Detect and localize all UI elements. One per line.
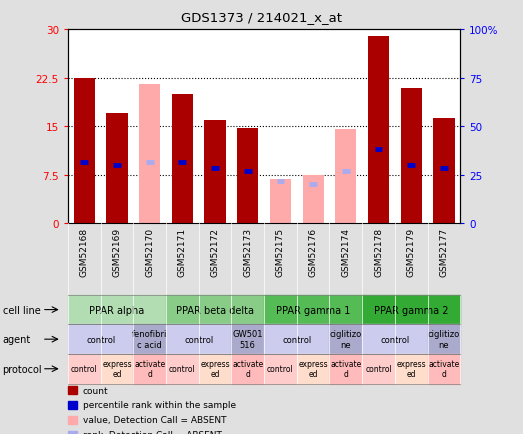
Text: percentile rank within the sample: percentile rank within the sample [83, 401, 236, 409]
Text: GSM52172: GSM52172 [211, 227, 220, 276]
Text: GSM52174: GSM52174 [342, 227, 350, 276]
Text: control: control [71, 365, 98, 373]
Text: agent: agent [3, 335, 31, 344]
Text: GSM52168: GSM52168 [80, 227, 89, 276]
Text: GSM52170: GSM52170 [145, 227, 154, 276]
Text: cell line: cell line [3, 305, 40, 315]
Bar [368, 37, 389, 224]
Text: express
ed: express ed [298, 359, 328, 378]
Text: PPAR alpha: PPAR alpha [89, 305, 145, 315]
Text: express
ed: express ed [200, 359, 230, 378]
Text: GSM52177: GSM52177 [439, 227, 448, 276]
Text: PPAR gamma 1: PPAR gamma 1 [276, 305, 350, 315]
Text: ciglitizo
ne: ciglitizo ne [428, 330, 460, 349]
Text: GSM52176: GSM52176 [309, 227, 317, 276]
Bar [172, 95, 193, 224]
Text: control: control [267, 365, 294, 373]
Text: value, Detection Call = ABSENT: value, Detection Call = ABSENT [83, 415, 226, 424]
Text: GSM52175: GSM52175 [276, 227, 285, 276]
Text: activate
d: activate d [232, 359, 264, 378]
Bar [237, 129, 258, 224]
Text: GSM52179: GSM52179 [407, 227, 416, 276]
Text: GW501
516: GW501 516 [233, 330, 263, 349]
Bar [401, 88, 422, 224]
Bar [433, 119, 454, 224]
Bar [106, 114, 128, 224]
Text: GSM52171: GSM52171 [178, 227, 187, 276]
Text: activate
d: activate d [330, 359, 361, 378]
Bar [139, 85, 161, 224]
Bar [302, 175, 324, 224]
Text: GSM52169: GSM52169 [112, 227, 121, 276]
Text: activate
d: activate d [428, 359, 460, 378]
Text: count: count [83, 386, 108, 395]
Text: control: control [169, 365, 196, 373]
Bar [335, 130, 357, 224]
Text: fenofibri
c acid: fenofibri c acid [132, 330, 167, 349]
Text: control: control [365, 365, 392, 373]
Bar [270, 180, 291, 224]
Text: ciglitizo
ne: ciglitizo ne [329, 330, 362, 349]
Bar [74, 79, 95, 224]
Text: PPAR beta delta: PPAR beta delta [176, 305, 254, 315]
Text: protocol: protocol [3, 364, 42, 374]
Text: express
ed: express ed [396, 359, 426, 378]
Text: activate
d: activate d [134, 359, 165, 378]
Text: PPAR gamma 2: PPAR gamma 2 [374, 305, 448, 315]
Text: control: control [282, 335, 311, 344]
Text: rank, Detection Call = ABSENT: rank, Detection Call = ABSENT [83, 430, 222, 434]
Text: GSM52178: GSM52178 [374, 227, 383, 276]
Text: control: control [184, 335, 213, 344]
Text: express
ed: express ed [102, 359, 132, 378]
Bar [204, 121, 226, 224]
Text: GDS1373 / 214021_x_at: GDS1373 / 214021_x_at [181, 11, 342, 24]
Text: control: control [86, 335, 115, 344]
Text: GSM52173: GSM52173 [243, 227, 252, 276]
Text: control: control [380, 335, 410, 344]
